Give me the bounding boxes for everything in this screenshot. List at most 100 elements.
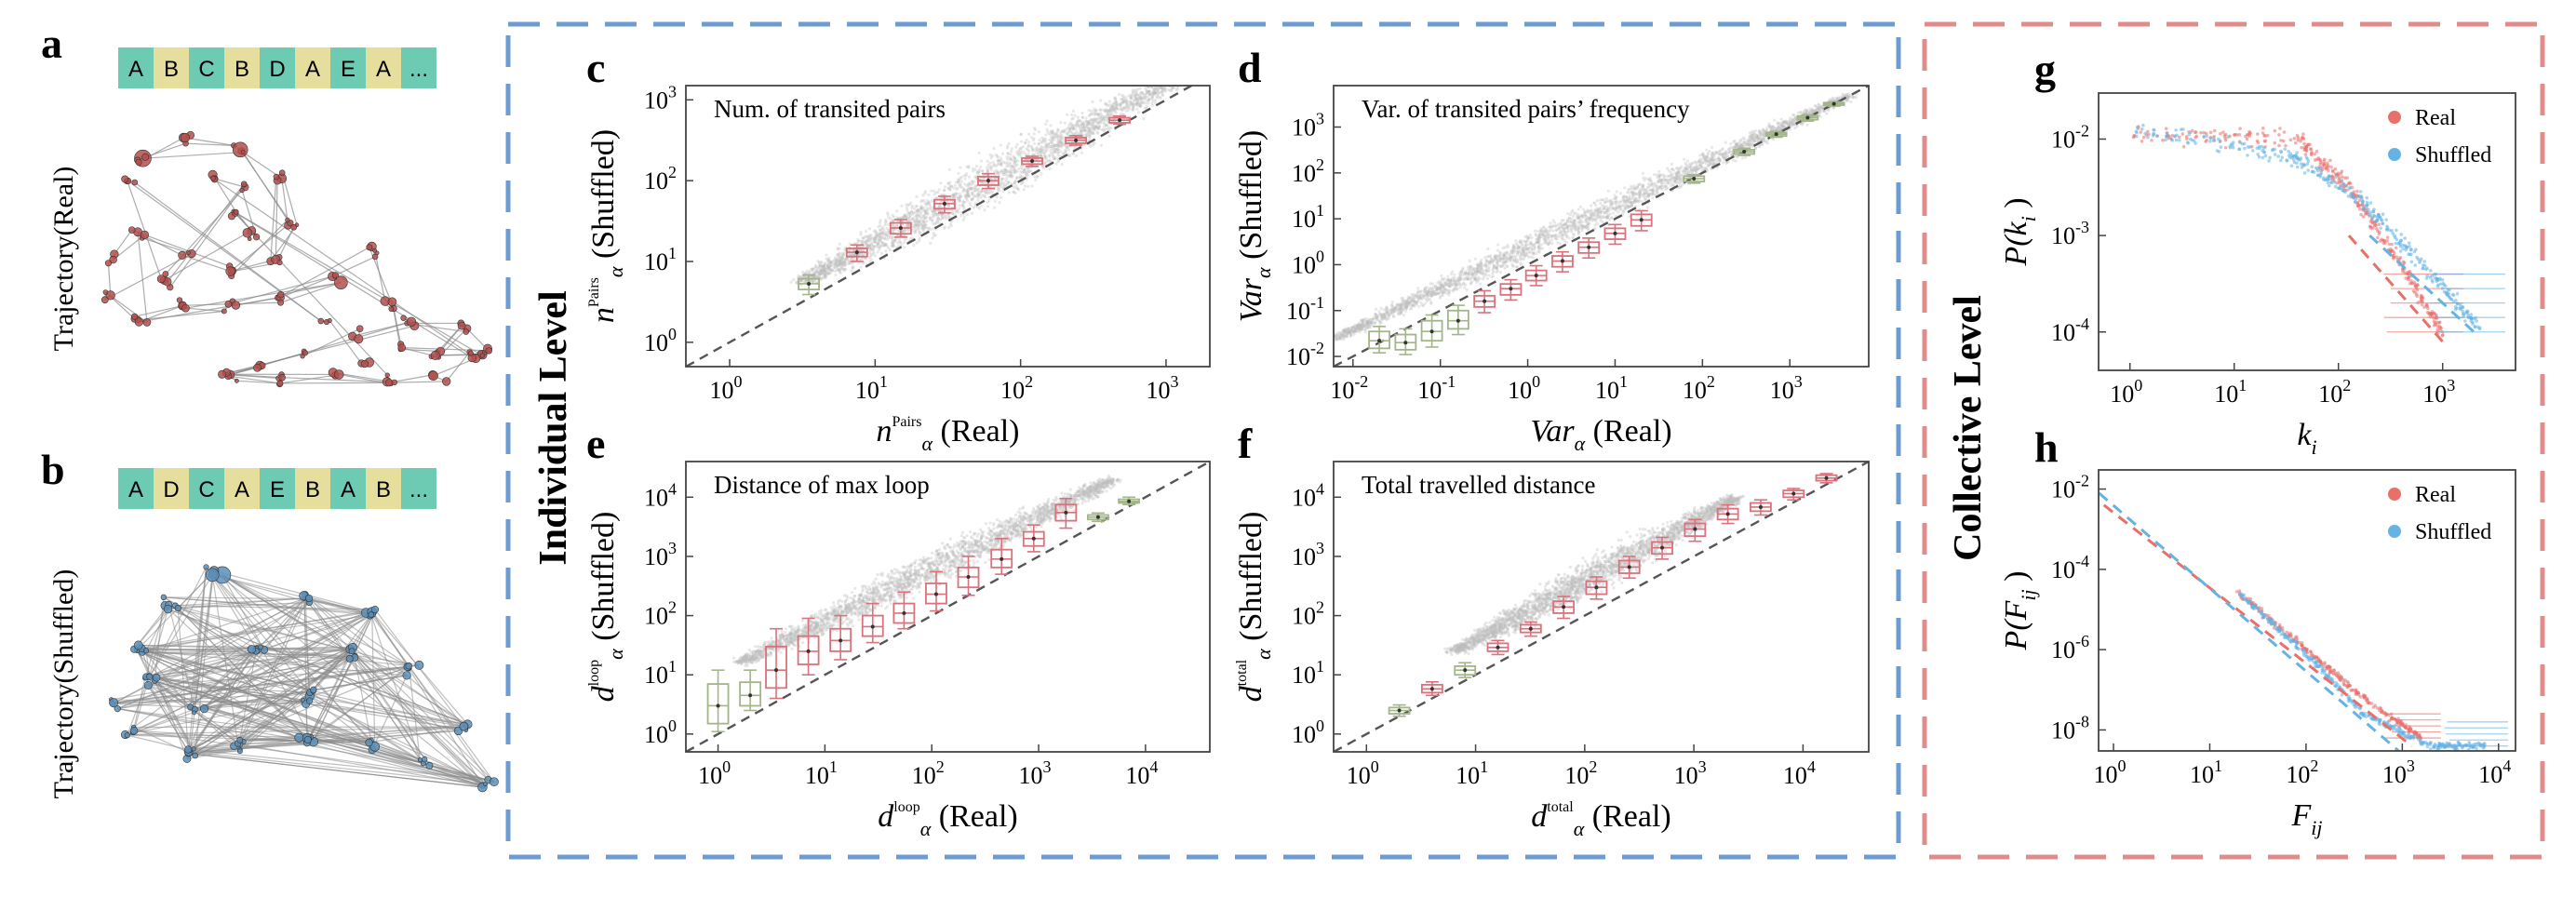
cloud-point [882,244,886,248]
sequence-cell [401,468,436,509]
cloud-point [1009,170,1013,174]
network-node [225,266,235,276]
cloud-point [1135,102,1139,106]
cloud-point [1089,132,1093,136]
network-node [253,363,262,372]
network-node [134,317,143,327]
cloud-point [1140,91,1144,95]
cloud-point [1003,161,1008,165]
cloud-point [950,209,954,213]
cloud-point [843,260,847,263]
cloud-point [872,238,877,242]
network-edge [313,614,374,743]
cloud-point [1019,152,1024,155]
cloud-point [1107,134,1111,138]
cloud-point [921,227,925,231]
cloud-point [1084,133,1088,137]
cloud-point [921,194,925,197]
cloud-point [939,213,943,217]
cloud-point [1157,86,1161,89]
cloud-point [1137,111,1141,114]
cloud-point [1155,87,1160,91]
cloud-point [1066,131,1069,135]
cloud-point [1451,289,1455,293]
cloud-point [890,241,893,245]
cloud-point [838,255,841,259]
cloud-point [811,270,814,274]
cloud-point [932,234,936,237]
network-edge [235,297,278,306]
cloud-point [874,240,878,244]
cloud-point [923,217,927,221]
cloud-point [875,234,879,237]
network-edge [125,726,467,736]
cloud-point [813,271,817,275]
cloud-point [1122,99,1126,102]
box-plot [1065,135,1087,146]
network-edge [137,232,148,323]
cloud-point [834,261,838,264]
cloud-point [927,202,932,207]
network-node [290,224,297,231]
cloud-point [969,187,973,191]
cloud-point [971,180,974,183]
cloud-point [1046,142,1050,146]
cloud-point [1030,146,1034,150]
cloud-point [1009,157,1013,161]
cloud-point [861,257,865,261]
network-edge [167,183,245,283]
cloud-point [878,248,881,251]
cloud-point [1153,87,1157,91]
cloud-point [834,264,838,268]
cloud-point [1130,101,1134,105]
cloud-point [1176,82,1179,85]
sequence-strip-shuffled: A D C A E B A B... [118,468,436,509]
scatter-cloud [1334,92,1858,342]
cloud-point [986,159,989,163]
cloud-point [1160,80,1162,83]
cloud-point [1170,88,1174,92]
cloud-point [943,226,946,230]
cloud-point [998,201,1001,205]
cloud-point [1079,129,1083,133]
cloud-point [879,244,882,248]
cloud-point [1161,87,1164,90]
cloud-point [933,234,937,237]
cloud-point [951,194,955,197]
network-edge [127,181,162,279]
cloud-point [1022,167,1026,171]
cloud-point [903,246,906,249]
cloud-point [1013,191,1017,194]
cloud-point [820,270,825,274]
cloud-point [965,194,969,197]
cloud-point [1092,121,1095,125]
cloud-point [1030,147,1035,151]
cloud-point [1013,181,1016,184]
cloud-point [1114,103,1119,107]
cloud-point [1049,130,1053,134]
cloud-point [937,188,941,192]
cloud-point [1057,140,1062,143]
cloud-point [912,226,916,230]
cloud-point [989,166,993,170]
cloud-point [835,260,839,264]
cloud-point [1040,144,1043,149]
cloud-point [1107,109,1110,113]
cloud-point [840,267,845,271]
cloud-point [962,189,967,193]
cloud-point [1134,97,1138,100]
network-edge [163,596,371,616]
cloud-point [880,230,885,234]
network-node [425,761,434,770]
cloud-point [932,209,937,213]
cloud-point [1134,101,1138,105]
cloud-point [830,264,834,268]
cloud-point [828,264,832,269]
sequence-cell [189,468,224,509]
cloud-point [868,248,873,252]
cloud-point [1043,140,1047,144]
cloud-point [1160,86,1164,90]
network-edge [406,675,467,728]
box-mean [1074,138,1079,142]
cloud-point [890,244,893,248]
